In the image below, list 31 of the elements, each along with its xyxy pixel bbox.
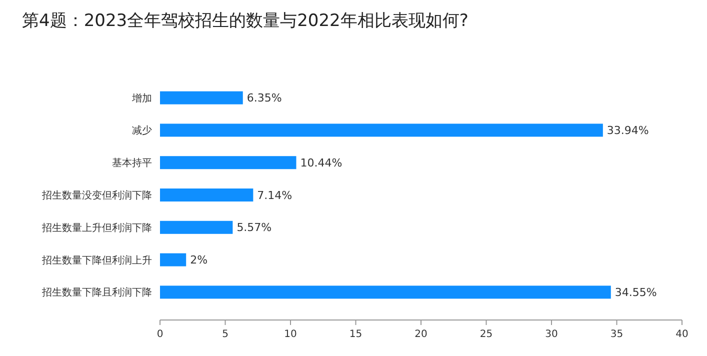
x-tick-label: 15 [349, 329, 362, 340]
x-tick-label: 25 [480, 329, 493, 340]
data-label: 34.55% [614, 286, 657, 300]
bar [160, 124, 603, 137]
bar [160, 286, 611, 299]
x-tick-label: 20 [414, 329, 428, 340]
x-tick-label: 30 [545, 329, 558, 340]
y-tick-label: 招生数量上升但利润下降 [41, 222, 152, 234]
data-label: 10.44% [300, 156, 342, 170]
y-tick-label: 招生数量下降但利润上升 [41, 254, 152, 266]
data-label: 7.14% [257, 188, 292, 202]
x-tick-label: 5 [222, 329, 228, 340]
x-tick-label: 35 [610, 329, 624, 340]
data-label: 2% [190, 254, 208, 267]
x-tick-label: 40 [676, 329, 688, 340]
bar [160, 253, 186, 266]
bar [160, 220, 233, 234]
data-label: 5.57% [236, 221, 272, 234]
data-label: 33.94% [606, 124, 649, 138]
y-tick-label: 招生数量没变但利润下降 [41, 190, 152, 202]
bar [160, 188, 254, 202]
chart-title: 第4题：2023全年驾校招生的数量与2022年相比表现如何? [22, 11, 468, 31]
y-tick-label: 招生数量下降且利润下降 [41, 286, 152, 299]
x-tick-label: 10 [284, 329, 297, 340]
y-tick-label: 减少 [132, 124, 152, 137]
data-label: 6.35% [246, 92, 282, 105]
y-tick-label: 基本持平 [112, 157, 152, 170]
bar [160, 156, 296, 170]
bar [160, 91, 243, 104]
x-tick-label: 0 [156, 329, 164, 340]
y-tick-label: 增加 [131, 92, 152, 104]
